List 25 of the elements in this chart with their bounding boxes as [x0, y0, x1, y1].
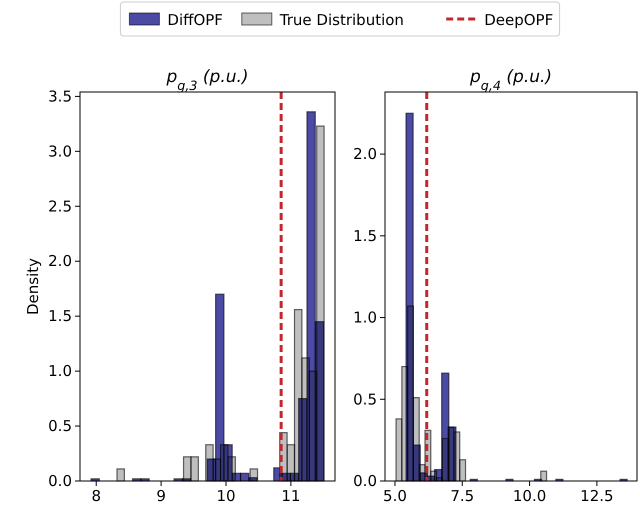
x-tick-label: 12.5: [580, 487, 614, 505]
y-tick-label: 0.5: [353, 390, 377, 408]
x-tick-label: 5.0: [383, 487, 407, 505]
x-tick-label: 9: [156, 487, 166, 505]
y-tick-label: 0.5: [48, 417, 72, 436]
legend-label: True Distribution: [278, 11, 404, 29]
legend-label: DeepOPF: [484, 11, 554, 29]
x-tick-label: 11: [281, 487, 300, 505]
y-tick-label: 2.0: [48, 252, 72, 270]
y-tick-label: 2.5: [48, 197, 72, 216]
y-tick-label: 3.5: [48, 87, 72, 106]
y-tick-label: 2.0: [353, 145, 377, 164]
y-tick-label: 1.5: [353, 226, 377, 245]
x-tick-label: 10.0: [512, 487, 546, 505]
x-tick-label: 7.5: [450, 487, 474, 505]
y-tick-label: 1.5: [48, 307, 72, 326]
y-axis-title: Density: [24, 258, 42, 316]
legend-label: DiffOPF: [167, 11, 223, 29]
y-tick-label: 3.0: [48, 142, 72, 160]
y-tick-label: 0.0: [48, 472, 72, 490]
y-tick-label: 0.0: [353, 472, 377, 490]
x-tick-label: 10: [216, 487, 236, 505]
y-tick-label: 1.0: [353, 308, 377, 327]
x-tick-label: 8: [91, 487, 101, 505]
y-tick-label: 1.0: [48, 362, 72, 380]
